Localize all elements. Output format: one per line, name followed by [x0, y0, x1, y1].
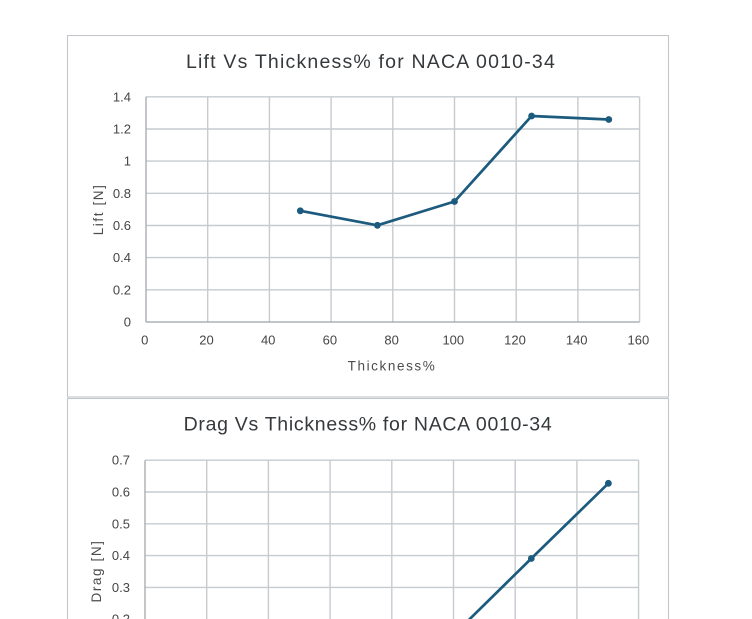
svg-text:1.2: 1.2: [113, 122, 131, 137]
svg-text:0.4: 0.4: [113, 250, 131, 265]
svg-text:60: 60: [323, 333, 337, 348]
svg-text:0.6: 0.6: [113, 218, 131, 233]
svg-text:Lift Vs Thickness% for NACA 00: Lift Vs Thickness% for NACA 0010-34: [186, 51, 556, 73]
svg-text:Drag [N]: Drag [N]: [89, 539, 104, 602]
svg-text:0.2: 0.2: [112, 612, 130, 619]
svg-text:120: 120: [504, 333, 526, 348]
svg-text:0.8: 0.8: [113, 186, 131, 201]
svg-text:0: 0: [141, 333, 148, 348]
svg-text:40: 40: [261, 333, 275, 348]
svg-text:0.7: 0.7: [112, 453, 130, 468]
svg-text:1.4: 1.4: [113, 89, 131, 104]
svg-text:0: 0: [124, 315, 131, 330]
svg-text:0.2: 0.2: [113, 282, 131, 297]
svg-text:160: 160: [628, 333, 650, 348]
svg-text:100: 100: [442, 333, 464, 348]
svg-text:1: 1: [124, 154, 131, 169]
svg-text:80: 80: [384, 333, 398, 348]
svg-text:Lift [N]: Lift [N]: [91, 183, 106, 235]
svg-text:0.6: 0.6: [112, 485, 130, 500]
svg-text:20: 20: [199, 333, 213, 348]
svg-text:0.3: 0.3: [112, 580, 130, 595]
svg-text:Drag Vs Thickness% for NACA 00: Drag Vs Thickness% for NACA 0010-34: [184, 414, 553, 436]
svg-text:140: 140: [566, 333, 588, 348]
svg-text:0.5: 0.5: [112, 516, 130, 531]
svg-text:0.4: 0.4: [112, 548, 130, 563]
svg-text:Thickness%: Thickness%: [348, 358, 437, 373]
